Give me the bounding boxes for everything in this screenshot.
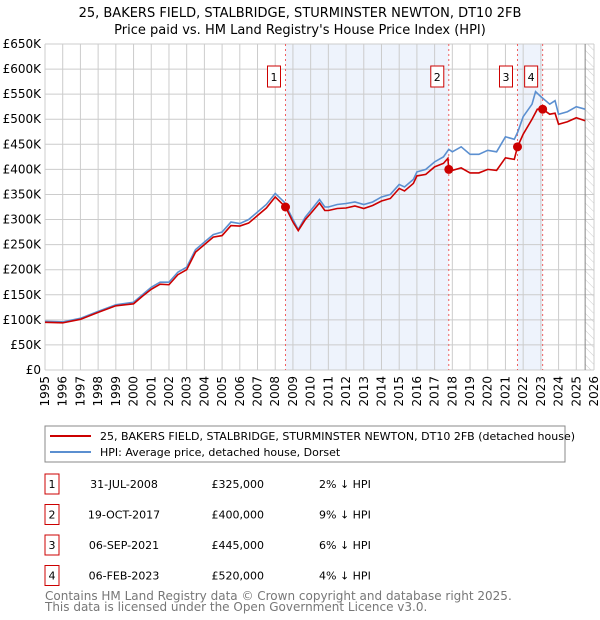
- x-tick-label: 2016: [410, 376, 424, 407]
- sale-number: 1: [49, 478, 56, 491]
- legend-label-hpi: HPI: Average price, detached house, Dors…: [100, 446, 341, 459]
- x-tick-label: 1995: [38, 376, 52, 407]
- sale-hpi-diff: 2% ↓ HPI: [319, 478, 371, 491]
- x-tick-label: 2004: [197, 376, 211, 407]
- y-tick-label: £200K: [3, 263, 43, 277]
- y-tick-label: £600K: [3, 62, 43, 76]
- x-tick-label: 2017: [428, 376, 442, 407]
- sale-hpi-diff: 6% ↓ HPI: [319, 539, 371, 552]
- x-tick-label: 2022: [516, 376, 530, 407]
- legend: 25, BAKERS FIELD, STALBRIDGE, STURMINSTE…: [44, 425, 575, 463]
- sale-label-box: [524, 65, 539, 88]
- sale-point: [538, 104, 548, 114]
- y-tick-label: £0: [26, 363, 41, 377]
- sale-number-box: [44, 504, 60, 525]
- forecast-region: [585, 44, 594, 370]
- table-row: 1 31-JUL-2008 £325,000 2% ↓ HPI: [44, 473, 371, 495]
- y-tick-label: £50K: [10, 338, 42, 352]
- table-row: 2 19-OCT-2017 £400,000 9% ↓ HPI: [44, 504, 371, 525]
- y-tick-label: £250K: [3, 238, 43, 252]
- x-tick-label: 1998: [91, 376, 105, 407]
- legend-label-property: 25, BAKERS FIELD, STALBRIDGE, STURMINSTE…: [100, 430, 575, 443]
- sale-point: [444, 164, 454, 174]
- x-tick-label: 2009: [286, 376, 300, 407]
- table-row: 3 06-SEP-2021 £445,000 6% ↓ HPI: [44, 534, 371, 556]
- sale-number-box: [44, 534, 60, 556]
- sale-date: 19-OCT-2017: [88, 509, 160, 522]
- y-tick-label: £400K: [3, 162, 43, 176]
- sale-hpi-diff: 9% ↓ HPI: [319, 509, 371, 522]
- sale-point: [280, 202, 290, 212]
- table-row: 4 06-FEB-2023 £520,000 4% ↓ HPI: [44, 565, 371, 586]
- sale-number: 2: [49, 509, 56, 522]
- sale-number-box: [44, 565, 60, 586]
- chart-subtitle: Price paid vs. HM Land Registry's House …: [114, 23, 486, 38]
- x-tick-label: 2025: [569, 376, 583, 407]
- footer-licence: This data is licensed under the Open Gov…: [44, 600, 427, 614]
- y-tick-label: £650K: [3, 37, 43, 51]
- sale-label-number: 3: [502, 71, 509, 84]
- x-tick-label: 2018: [445, 376, 459, 407]
- x-tick-label: 2024: [552, 376, 566, 407]
- sale-date: 06-SEP-2021: [89, 539, 159, 552]
- x-tick-label: 2011: [321, 376, 335, 407]
- x-tick-label: 1996: [56, 376, 70, 407]
- sale-point: [512, 142, 522, 152]
- x-tick-label: 2023: [534, 376, 548, 407]
- x-tick-label: 2026: [587, 376, 600, 407]
- property-price-line: [44, 108, 586, 324]
- shaded-range: [517, 44, 543, 370]
- y-tick-label: £300K: [3, 213, 43, 227]
- sale-label-box: [498, 65, 513, 88]
- sale-label-number: 2: [434, 71, 441, 84]
- sale-number: 3: [49, 539, 56, 552]
- x-tick-label: 2014: [374, 376, 388, 407]
- x-tick-label: 2007: [251, 376, 265, 407]
- x-tick-label: 1999: [109, 376, 123, 407]
- sale-label-number: 1: [270, 71, 277, 84]
- sale-price: £400,000: [212, 509, 265, 522]
- x-tick-label: 1997: [73, 376, 87, 407]
- x-tick-label: 2006: [233, 376, 247, 407]
- sale-price: £445,000: [212, 539, 265, 552]
- x-tick-label: 2000: [127, 376, 141, 407]
- x-tick-label: 2019: [463, 376, 477, 407]
- sale-price: £520,000: [212, 570, 265, 583]
- x-tick-label: 2010: [304, 376, 318, 407]
- y-tick-label: £350K: [3, 187, 43, 201]
- x-tick-label: 2005: [215, 376, 229, 407]
- y-tick-label: £150K: [3, 288, 43, 302]
- x-tick-label: 2008: [268, 376, 282, 407]
- chart-title: 25, BAKERS FIELD, STALBRIDGE, STURMINSTE…: [79, 6, 522, 21]
- sales-table: 1 31-JUL-2008 £325,000 2% ↓ HPI 2 19-OCT-2017…: [44, 473, 371, 586]
- footer-copyright: Contains HM Land Registry data © Crown c…: [45, 589, 512, 603]
- sale-label-number: 4: [528, 71, 535, 84]
- x-tick-label: 2012: [339, 376, 353, 407]
- x-tick-label: 2021: [498, 376, 512, 407]
- x-tick-label: 2002: [162, 376, 176, 407]
- sale-number-box: [44, 473, 60, 495]
- sale-date: 06-FEB-2023: [89, 570, 160, 583]
- y-tick-label: £550K: [3, 87, 43, 101]
- sale-date: 31-JUL-2008: [90, 478, 158, 491]
- x-tick-label: 2003: [180, 376, 194, 407]
- sale-number: 4: [49, 570, 56, 583]
- x-tick-label: 2020: [481, 376, 495, 407]
- y-tick-label: £450K: [3, 137, 43, 151]
- x-tick-label: 2013: [357, 376, 371, 407]
- sale-hpi-diff: 4% ↓ HPI: [319, 570, 371, 583]
- x-tick-label: 2015: [392, 376, 406, 407]
- sale-label-box: [430, 65, 445, 88]
- y-tick-label: £500K: [3, 112, 43, 126]
- hpi-line: [44, 90, 586, 323]
- sale-label-box: [266, 65, 281, 88]
- sale-price: £325,000: [212, 478, 265, 491]
- y-tick-label: £100K: [3, 313, 43, 327]
- x-tick-label: 2001: [144, 376, 158, 407]
